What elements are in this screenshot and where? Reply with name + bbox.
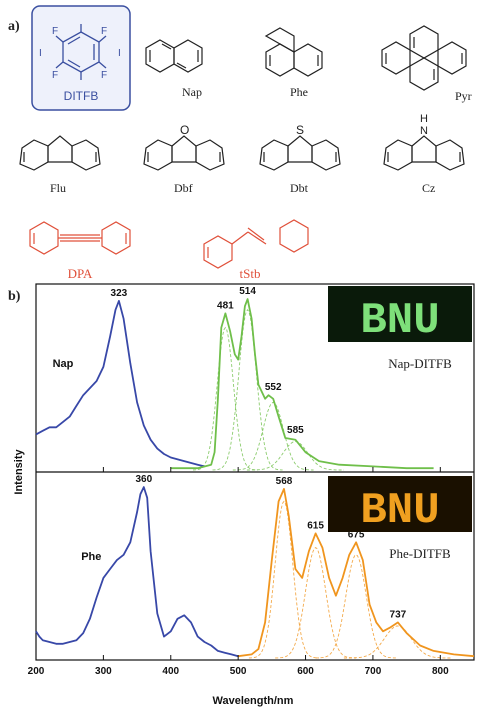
peak-label-1-0: 360 xyxy=(135,474,152,485)
series-line-0-0 xyxy=(35,300,205,468)
inset-phe-caption: Phe-DITFB xyxy=(389,546,451,561)
ditfb-atoms: F F F I I F F xyxy=(39,26,121,81)
molecule-name-nap: Nap xyxy=(182,85,202,99)
x-tick-label-6: 800 xyxy=(432,666,449,677)
x-tick-label-5: 700 xyxy=(365,666,382,677)
component-peak-1-1 xyxy=(275,547,357,659)
component-peak-0-2 xyxy=(232,401,314,471)
flu-structure xyxy=(19,135,101,171)
x-tick-label-0: 200 xyxy=(28,666,45,677)
inset-nap-caption: Nap-DITFB xyxy=(388,356,452,371)
component-peak-0-0 xyxy=(192,326,258,471)
peak-label-1-2: 615 xyxy=(307,520,324,531)
atom-nh: H N xyxy=(420,113,431,137)
pyr-structure xyxy=(381,25,467,91)
x-tick-label-3: 500 xyxy=(230,666,247,677)
atom-f-1: F xyxy=(52,26,58,37)
component-peak-0-3 xyxy=(246,441,344,471)
molecule-name-phe: Phe xyxy=(290,85,308,99)
molecule-name-tstb: tStb xyxy=(240,266,261,281)
molecule-name-dbt: Dbt xyxy=(290,181,309,195)
molecule-name-flu: Flu xyxy=(50,181,66,195)
molecule-name-dbf: Dbf xyxy=(174,181,193,195)
molecule-name-ditfb: DITFB xyxy=(64,89,99,103)
atom-i-1: I xyxy=(39,48,42,59)
peak-label-0-1: 481 xyxy=(217,300,234,311)
atom-f-2: F xyxy=(101,26,107,37)
series-line-0-1 xyxy=(170,298,434,470)
ditfb-structure xyxy=(55,24,107,80)
plot-layer: 323 481 514 552 585 Nap 360 568 615 675 737 Phe 200 3… xyxy=(28,286,475,677)
atom-o: O xyxy=(180,123,189,137)
molecule-name-dpa: DPA xyxy=(68,266,93,281)
phe-structure xyxy=(264,27,323,77)
ditfb-highlight-box xyxy=(31,5,131,111)
nap-structure xyxy=(145,39,203,73)
inset-phe-bg xyxy=(328,476,472,532)
dbf-structure xyxy=(143,135,225,171)
series-line-1-0 xyxy=(35,486,239,658)
molecule-name-pyr: Pyr xyxy=(455,89,472,103)
inset-phe-text: BNU xyxy=(360,486,439,536)
peak-label-0-0: 323 xyxy=(111,288,128,299)
y-axis-label: Intensity xyxy=(13,449,25,495)
x-tick-label-2: 400 xyxy=(162,666,179,677)
panel-b-label: b) xyxy=(8,289,21,304)
x-axis-label: Wavelength/nm xyxy=(213,695,294,707)
component-peak-0-1 xyxy=(212,309,283,471)
atom-s: S xyxy=(296,123,304,137)
inset-nap: BNU Nap-DITFB xyxy=(328,286,472,371)
cz-structure xyxy=(383,135,465,171)
peak-label-0-3: 552 xyxy=(265,382,282,393)
atom-f-5: F xyxy=(101,70,107,81)
inset-phe: BNU Phe-DITFB xyxy=(328,476,472,561)
tstb-structure xyxy=(203,219,309,269)
atom-f-4: F xyxy=(52,70,58,81)
peak-label-1-4: 737 xyxy=(390,609,407,620)
inset-nap-text: BNU xyxy=(360,296,439,346)
dpa-structure xyxy=(29,221,131,255)
atom-n: N xyxy=(420,125,428,137)
x-tick-label-4: 600 xyxy=(297,666,314,677)
dbt-structure xyxy=(259,135,341,171)
series-line-1-1 xyxy=(238,488,475,658)
peak-label-1-1: 568 xyxy=(276,476,293,487)
peak-label-0-4: 585 xyxy=(287,425,304,436)
panel-a-label: a) xyxy=(8,19,20,34)
peak-label-0-2: 514 xyxy=(239,286,256,297)
atom-h: H xyxy=(420,113,428,125)
molecule-name-cz: Cz xyxy=(422,181,435,195)
atom-i-2: I xyxy=(118,48,121,59)
peak-label-1-3: 675 xyxy=(348,529,365,540)
component-peak-1-0 xyxy=(248,500,319,659)
component-peak-1-3 xyxy=(343,625,452,659)
series-name-label-0: Nap xyxy=(53,358,74,370)
series-name-label-1: Phe xyxy=(81,551,101,563)
x-tick-label-1: 300 xyxy=(95,666,112,677)
inset-nap-bg xyxy=(328,286,472,342)
